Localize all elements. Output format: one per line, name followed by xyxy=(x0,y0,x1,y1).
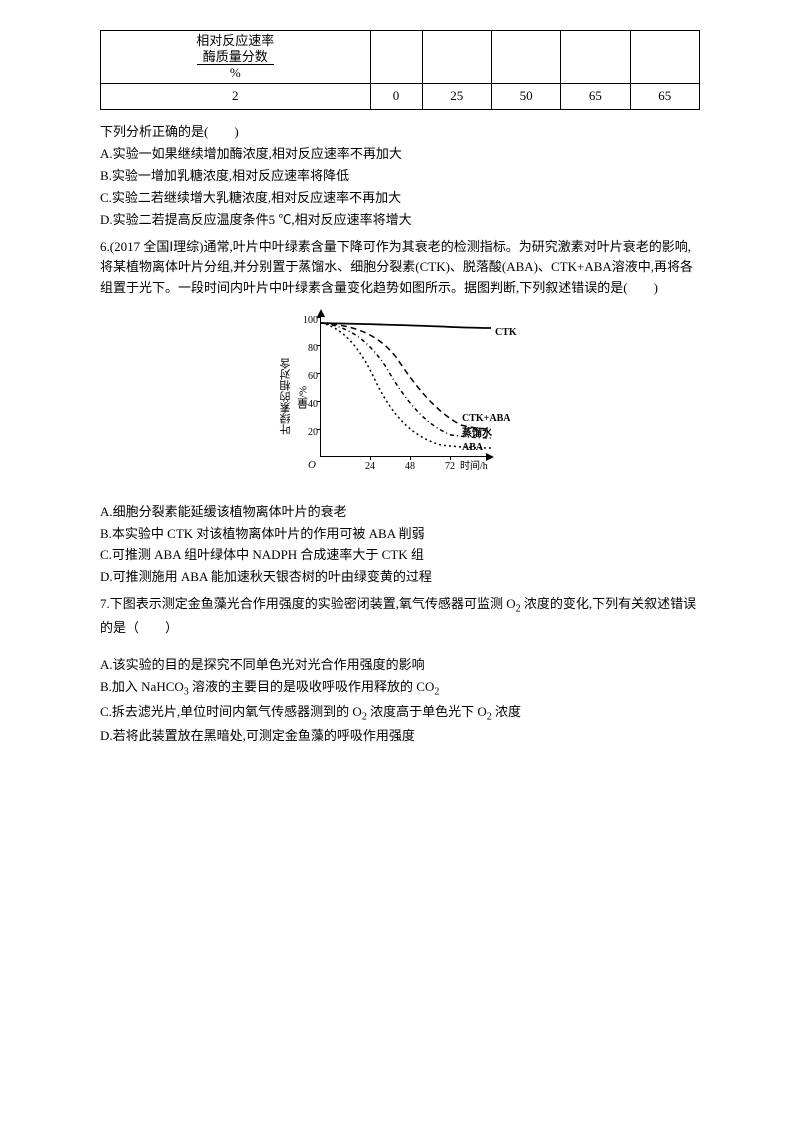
table-cell xyxy=(630,31,699,84)
q7-stem: 7.下图表示测定金鱼藻光合作用强度的实验密闭装置,氧气传感器可监测 O2 浓度的… xyxy=(100,594,700,638)
subscript-2: 2 xyxy=(434,687,439,698)
chlorophyll-chart: 叶绿素的相对含量/% O 20 40 60 80 100 24 48 72 xyxy=(100,307,700,494)
xtick: 48 xyxy=(405,459,415,475)
table-cell: 65 xyxy=(561,83,630,109)
table-row: 相对反应速率 酶质量分数 % xyxy=(101,31,700,84)
q7-option-c: C.拆去滤光片,单位时间内氧气传感器测到的 O2 浓度高于单色光下 O2 浓度 xyxy=(100,702,700,726)
q7-c-part3: 浓度 xyxy=(495,704,521,719)
table-cell: 50 xyxy=(491,83,560,109)
table-cell xyxy=(491,31,560,84)
table-cell: 65 xyxy=(630,83,699,109)
curve-label-aba: ABA xyxy=(462,440,483,456)
table-cell: 2 xyxy=(101,83,371,109)
xtick-mark xyxy=(450,457,451,460)
ytick-mark xyxy=(317,429,320,430)
data-table: 相对反应速率 酶质量分数 % 2 0 25 50 65 65 xyxy=(100,30,700,110)
q7-c-part2: 浓度高于单色光下 O xyxy=(370,704,487,719)
chart-x-label: 时间/h xyxy=(460,459,488,475)
q5-option-d: D.实验二若提高反应温度条件5 ℃,相对反应速率将增大 xyxy=(100,210,700,231)
xtick-mark xyxy=(370,457,371,460)
table-cell xyxy=(370,31,422,84)
subscript-2: 2 xyxy=(487,711,492,722)
table-row: 2 0 25 50 65 65 xyxy=(101,83,700,109)
table-cell xyxy=(422,31,491,84)
curve-label-ctk: CTK xyxy=(495,325,517,341)
q6-option-c: C.可推测 ABA 组叶绿体中 NADPH 合成速率大于 CTK 组 xyxy=(100,545,700,566)
table-cell: 25 xyxy=(422,83,491,109)
xtick: 24 xyxy=(365,459,375,475)
curve-label-ctkaba: CTK+ABA xyxy=(462,411,510,427)
q6-option-a: A.细胞分裂素能延缓该植物离体叶片的衰老 xyxy=(100,502,700,523)
q6-stem: 6.(2017 全国Ⅰ理综)通常,叶片中叶绿素含量下降可作为其衰老的检测指标。为… xyxy=(100,237,700,299)
q7-b-part2: 溶液的主要目的是吸收呼吸作用释放的 CO xyxy=(192,679,434,694)
xtick: 72 xyxy=(445,459,455,475)
ytick-mark xyxy=(317,373,320,374)
q7-c-part1: C.拆去滤光片,单位时间内氧气传感器测到的 O xyxy=(100,704,362,719)
ytick-mark xyxy=(317,317,320,318)
ytick-mark xyxy=(317,345,320,346)
subscript-2: 2 xyxy=(362,711,367,722)
q5-option-c: C.实验二若继续增大乳糖浓度,相对反应速率不再加大 xyxy=(100,188,700,209)
q7-option-d: D.若将此装置放在黑暗处,可测定金鱼藻的呼吸作用强度 xyxy=(100,726,700,747)
q5-option-b: B.实验一增加乳糖浓度,相对反应速率将降低 xyxy=(100,166,700,187)
ytick: 20 xyxy=(300,425,318,441)
table-cell: 0 xyxy=(370,83,422,109)
q7-option-b: B.加入 NaHCO3 溶液的主要目的是吸收呼吸作用释放的 CO2 xyxy=(100,677,700,701)
q7-option-a: A.该实验的目的是探究不同单色光对光合作用强度的影响 xyxy=(100,655,700,676)
ytick: 100 xyxy=(300,313,318,329)
q7-b-part1: B.加入 NaHCO xyxy=(100,679,184,694)
formula-bot: % xyxy=(197,65,274,81)
table-cell xyxy=(561,31,630,84)
q5-option-a: A.实验一如果继续增加酶浓度,相对反应速率不再加大 xyxy=(100,144,700,165)
formula-top: 相对反应速率 xyxy=(107,33,364,49)
ytick: 40 xyxy=(300,397,318,413)
table-header-formula: 相对反应速率 酶质量分数 % xyxy=(101,31,371,84)
formula-mid: 酶质量分数 xyxy=(197,49,274,66)
ytick: 60 xyxy=(300,369,318,385)
q6-option-d: D.可推测施用 ABA 能加速秋天银杏树的叶由绿变黄的过程 xyxy=(100,567,700,588)
q6-option-b: B.本实验中 CTK 对该植物离体叶片的作用可被 ABA 削弱 xyxy=(100,524,700,545)
subscript-2: 2 xyxy=(516,604,521,615)
q7-stem-part1: 7.下图表示测定金鱼藻光合作用强度的实验密闭装置,氧气传感器可监测 O xyxy=(100,596,516,611)
subscript-3: 3 xyxy=(184,687,189,698)
ytick-mark xyxy=(317,401,320,402)
ytick: 80 xyxy=(300,341,318,357)
q5-stem: 下列分析正确的是( ) xyxy=(100,122,700,143)
chart-origin: O xyxy=(308,457,316,475)
xtick-mark xyxy=(410,457,411,460)
